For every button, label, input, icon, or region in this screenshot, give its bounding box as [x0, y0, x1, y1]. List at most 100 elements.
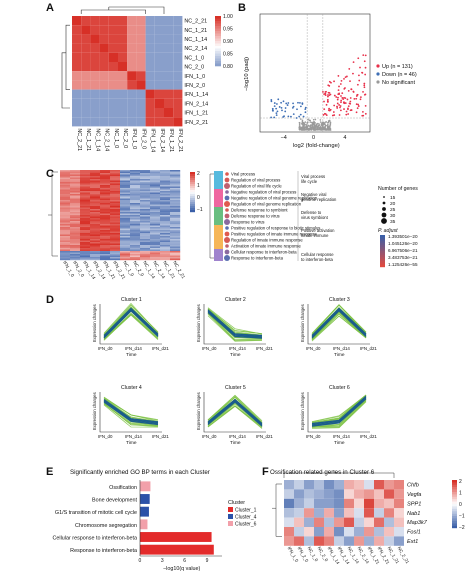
heatmap-cell: [140, 188, 151, 190]
heatmap-cell: [140, 222, 151, 225]
heatmap-cell: [80, 213, 91, 216]
legend-swatch: [190, 202, 195, 205]
heatmap-cell: [120, 171, 131, 174]
legend-swatch: [452, 506, 457, 509]
heatmap-cell: [120, 218, 131, 220]
heatmap-cell: [130, 215, 141, 217]
heatmap-cell: [90, 25, 100, 35]
heatmap-cell: [110, 258, 121, 261]
heatmap-cell: [164, 117, 174, 127]
axes: [203, 304, 266, 345]
heatmap-cell: [100, 186, 111, 189]
heatmap-cell: [127, 108, 137, 118]
heatmap-cell: [394, 489, 404, 499]
core-trend-line: [103, 400, 159, 424]
heatmap-cell: [110, 240, 121, 243]
heatmap-cell: [130, 186, 141, 189]
heatmap-cell: [80, 203, 91, 205]
col-label: IFN_1_0: [131, 128, 137, 149]
heatmap-cell: [90, 174, 101, 177]
x-tick: IFN_d0: [202, 434, 217, 439]
heatmap-cell: [160, 206, 171, 208]
heatmap-cell: [110, 186, 121, 189]
heatmap-cell: [324, 489, 334, 499]
legend-swatch: [215, 63, 221, 67]
heatmap-cell: [110, 191, 121, 193]
heatmap-cell: [80, 251, 91, 253]
x-tick: 3: [161, 558, 164, 564]
heatmap-cell: [130, 243, 141, 246]
heatmap-cell: [150, 206, 161, 208]
heatmap-cell: [100, 191, 111, 193]
size-legend-dot: [381, 212, 387, 218]
heatmap-cell: [60, 198, 71, 201]
heatmap-cell: [120, 258, 131, 261]
heatmap-cell: [394, 536, 404, 546]
heatmap-cell: [70, 216, 81, 219]
heatmap-cell: [80, 234, 91, 237]
core-trend-line: [311, 308, 367, 337]
heatmap-cell: [324, 480, 334, 490]
heatmap-cell: [90, 188, 101, 190]
heatmap-cell: [160, 174, 171, 177]
heatmap-cell: [90, 62, 100, 72]
p-legend-swatch: [380, 249, 385, 252]
p-legend-swatch: [380, 235, 385, 238]
heatmap-cell: [127, 89, 137, 99]
up-point: [355, 97, 358, 100]
heatmap-cell: [70, 170, 81, 172]
heatmap-cell: [150, 230, 161, 232]
heatmap-cell: [100, 176, 111, 178]
p-legend-label: 1.393501e−20: [388, 234, 418, 239]
down-point: [302, 115, 305, 118]
panel-c-letter: C: [46, 168, 54, 180]
heatmap-cell: [100, 231, 111, 234]
up-point: [339, 105, 342, 107]
heatmap-cell: [150, 210, 161, 213]
heatmap-cell: [110, 207, 121, 210]
heatmap-cell: [304, 508, 314, 518]
legend-tick: 0.80: [223, 64, 233, 70]
heatmap-cell: [120, 230, 131, 232]
heatmap-cell: [80, 248, 91, 250]
down-point: [304, 111, 307, 114]
up-point: [328, 80, 331, 83]
ns-point: [315, 124, 318, 126]
panel-e-letter: E: [46, 466, 54, 478]
up-point: [327, 84, 330, 87]
x-tick: IFN_d21: [256, 434, 273, 439]
heatmap-cell: [120, 170, 131, 172]
heatmap-cell: [170, 237, 181, 240]
heatmap-cell: [140, 254, 151, 256]
correlation-heatmap: NC_2_21NC_1_21NC_1_14NC_2_14NC_1_0NC_2_0…: [61, 6, 233, 152]
heatmap-cell: [160, 234, 171, 237]
term-group-strip: [214, 207, 223, 213]
size-legend-label: 35: [390, 219, 396, 225]
heatmap-cell: [160, 230, 171, 232]
heatmap-cell: [90, 200, 101, 202]
heatmap-cell: [314, 498, 324, 509]
up-point: [339, 106, 341, 109]
up-point: [325, 103, 328, 106]
heatmap-cell: [60, 248, 71, 250]
heatmap-cell: [344, 508, 354, 518]
heatmap-cell: [72, 34, 82, 44]
up-point: [347, 113, 350, 115]
group-label: Viral process: [301, 174, 325, 179]
heatmap-cell: [100, 182, 111, 184]
heatmap-cell: [110, 209, 121, 211]
up-point: [363, 86, 366, 89]
legend-swatch: [215, 33, 221, 37]
ns-point: [306, 123, 308, 126]
heatmap-cell: [140, 231, 151, 234]
row-label: NC_2_14: [184, 46, 207, 52]
heatmap-cell: [384, 498, 394, 509]
heatmap-cell: [70, 240, 81, 243]
ns-point: [319, 126, 321, 128]
heatmap-cell: [80, 218, 91, 220]
heatmap-cell: [108, 98, 118, 108]
heatmap-cell: [170, 243, 181, 246]
heatmap-cell: [140, 191, 151, 193]
heatmap-cell: [60, 252, 71, 255]
